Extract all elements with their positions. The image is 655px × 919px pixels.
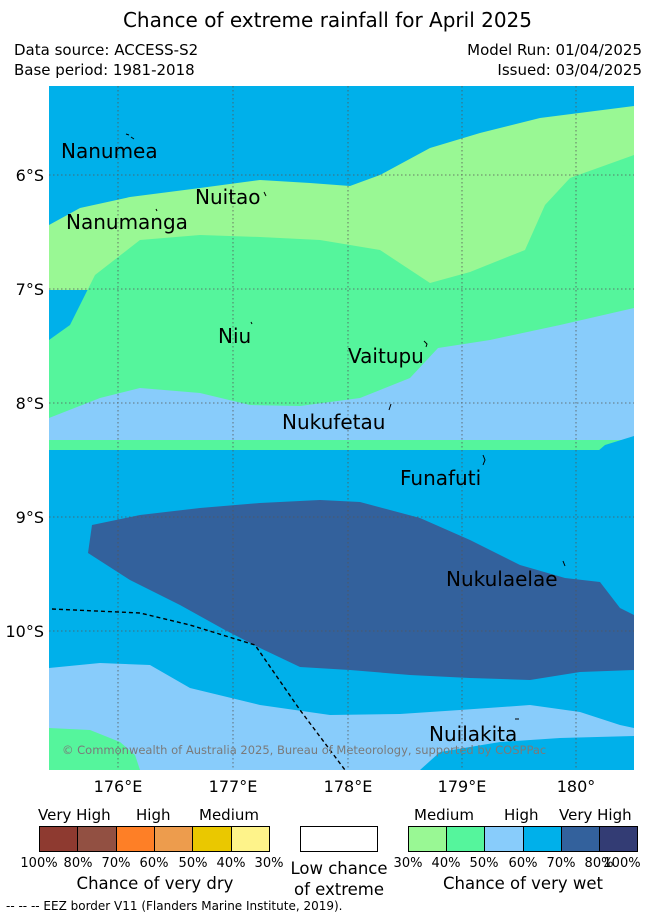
- label-vaitupu: Vaitupu: [348, 344, 424, 368]
- island-nanumea: [125, 133, 135, 140]
- label-nuitao: Nuitao: [195, 185, 261, 209]
- dry-swatch-0: [40, 827, 78, 851]
- island-nukulaelae: [562, 560, 566, 567]
- copyright-text: © Commonwealth of Australia 2025, Bureau…: [62, 743, 546, 757]
- region-blue-south: [420, 736, 634, 770]
- island-funafuti: [482, 454, 486, 466]
- model-run-text: Model Run: 01/04/2025: [467, 41, 642, 59]
- lat-label-6s: 6°S: [16, 166, 44, 185]
- low-chance-box: [300, 826, 378, 852]
- wet-tick-80: 80%: [584, 856, 614, 871]
- place-labels: Nanumea Nuitao Nanumanga Niu Vaitupu Nuk…: [61, 139, 558, 746]
- low-chance-caption: Low chance of extreme: [290, 858, 387, 900]
- dry-heading-high: High: [136, 806, 171, 824]
- label-funafuti: Funafuti: [400, 466, 481, 490]
- dry-tick-60: 60%: [139, 856, 169, 871]
- region-green-south: [49, 728, 140, 770]
- wet-swatch-5: [598, 827, 638, 851]
- eez-note: -- -- -- EEZ border V11 (Flanders Marine…: [6, 899, 343, 913]
- lat-label-9s: 9°S: [16, 508, 44, 527]
- dry-heading-very-high: Very High: [38, 806, 111, 824]
- wet-tick-30: 30%: [393, 856, 423, 871]
- wet-tick-100: 100%: [603, 856, 641, 871]
- wet-tick-40: 40%: [431, 856, 461, 871]
- wet-tick-60: 60%: [508, 856, 538, 871]
- label-nanumea: Nanumea: [61, 139, 158, 163]
- wet-caption: Chance of very wet: [443, 874, 603, 893]
- lon-label-176e: 176°E: [94, 777, 143, 796]
- label-nukufetau: Nukufetau: [282, 410, 385, 434]
- page-title: Chance of extreme rainfall for April 202…: [122, 8, 533, 32]
- island-nanumanga: [155, 208, 158, 212]
- dry-swatch-1: [77, 827, 116, 851]
- base-period-text: Base period: 1981-2018: [14, 61, 195, 79]
- island-niu: [250, 321, 253, 325]
- region-dark-blue: [88, 500, 634, 680]
- label-nuilakita: Nuilakita: [429, 722, 517, 746]
- region-green-small: [618, 228, 634, 236]
- data-source-text: Data source: ACCESS-S2: [14, 41, 199, 59]
- lon-label-177e: 177°E: [209, 777, 258, 796]
- island-nukufetau: [388, 403, 392, 411]
- dry-swatch-5: [230, 827, 269, 851]
- label-nukulaelae: Nukulaelae: [446, 567, 558, 591]
- lat-label-10s: 10°S: [5, 622, 44, 641]
- data-info: Data source: ACCESS-S2 Base period: 1981…: [14, 40, 198, 80]
- wet-heading-very-high: Very High: [559, 806, 632, 824]
- island-vaitupu: [423, 340, 428, 348]
- wet-swatch-2: [484, 827, 523, 851]
- wet-tick-70: 70%: [546, 856, 576, 871]
- lat-label-7s: 7°S: [16, 280, 44, 299]
- region-light-blue-south: [49, 663, 634, 770]
- wet-colorbar: [408, 826, 638, 852]
- label-niu: Niu: [218, 324, 251, 348]
- dry-colorbar: [39, 826, 270, 852]
- dry-swatch-4: [192, 827, 231, 851]
- wet-swatch-1: [446, 827, 485, 851]
- label-nanumanga: Nanumanga: [66, 210, 188, 234]
- low-chance-line1: Low chance: [290, 859, 388, 878]
- island-nuitao: [263, 191, 267, 197]
- lon-label-178e: 178°E: [324, 777, 373, 796]
- dry-tick-30: 30%: [254, 856, 284, 871]
- dry-tick-80: 80%: [63, 856, 93, 871]
- run-info: Model Run: 01/04/2025 Issued: 03/04/2025: [467, 40, 642, 80]
- map-gridlines: [49, 86, 634, 770]
- longitude-labels: 176°E 177°E 178°E 179°E 180°: [94, 777, 596, 796]
- dry-tick-50: 50%: [178, 856, 208, 871]
- wet-swatch-4: [560, 827, 599, 851]
- dry-heading-medium: Medium: [199, 806, 259, 824]
- dry-caption: Chance of very dry: [76, 874, 234, 893]
- lat-label-8s: 8°S: [16, 394, 44, 413]
- wet-heading-medium: Medium: [414, 806, 474, 824]
- dry-tick-100: 100%: [20, 856, 58, 871]
- lon-label-180: 180°: [557, 777, 596, 796]
- low-chance-line2: of extreme: [293, 880, 385, 899]
- issued-text: Issued: 03/04/2025: [497, 61, 642, 79]
- islands: [125, 133, 566, 720]
- wet-swatch-3: [522, 827, 561, 851]
- wet-tick-50: 50%: [469, 856, 499, 871]
- dry-swatch-3: [153, 827, 193, 851]
- wet-heading-high: High: [504, 806, 539, 824]
- dry-tick-40: 40%: [216, 856, 246, 871]
- dry-tick-70: 70%: [101, 856, 131, 871]
- eez-border: [51, 608, 346, 771]
- latitude-labels: 6°S 7°S 8°S 9°S 10°S: [5, 166, 44, 641]
- region-light-blue: [49, 308, 634, 440]
- map-regions: [49, 86, 634, 770]
- lon-label-179e: 179°E: [438, 777, 487, 796]
- dry-swatch-2: [115, 827, 154, 851]
- wet-swatch-0: [409, 827, 447, 851]
